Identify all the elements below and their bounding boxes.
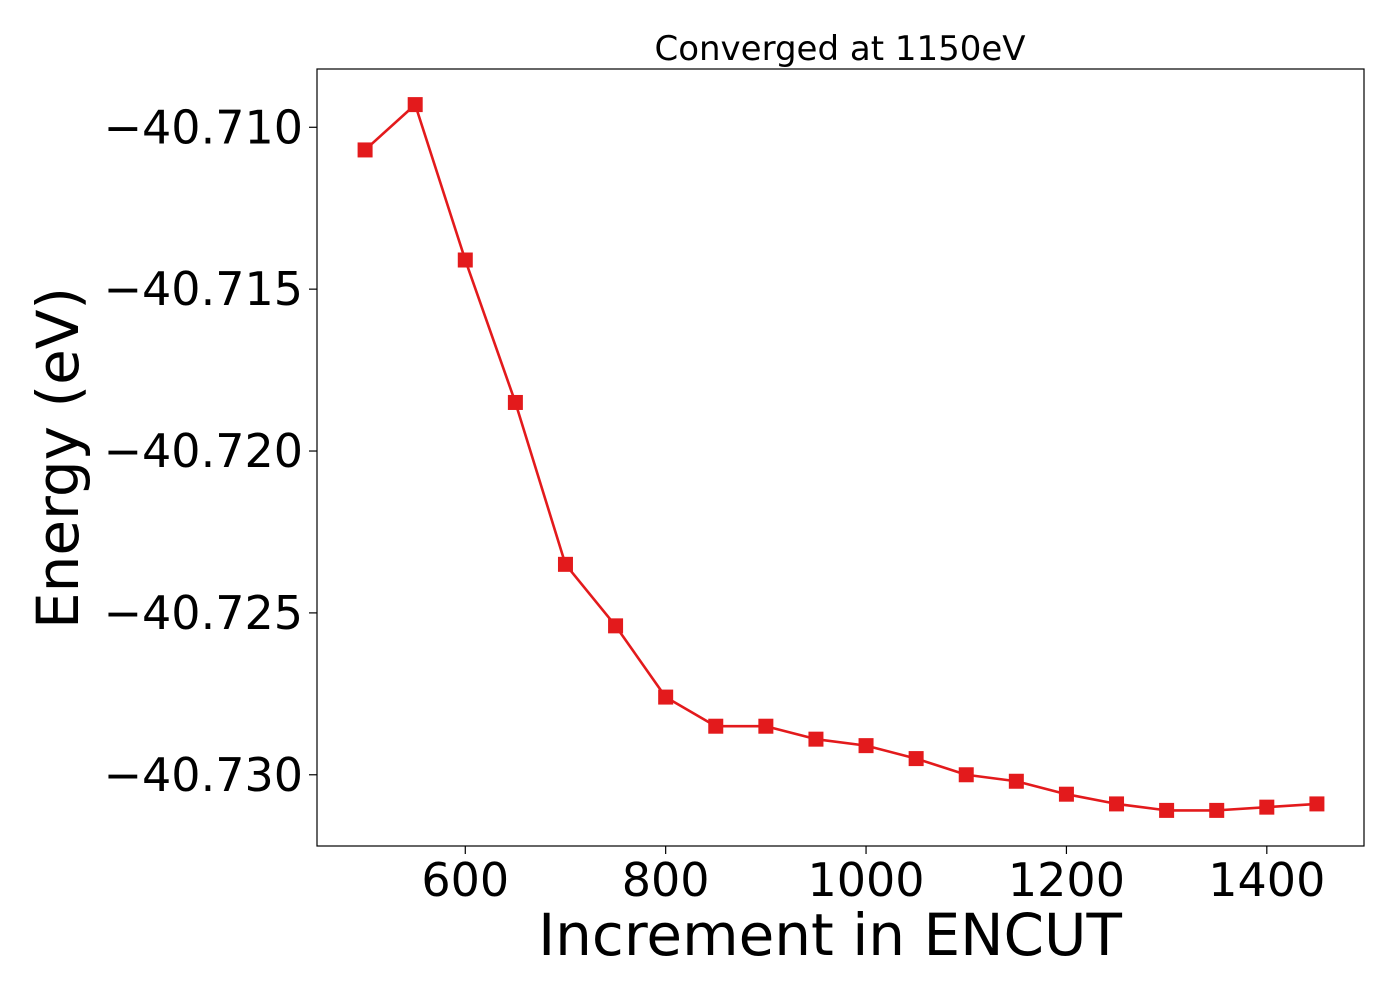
data-point-marker (858, 738, 874, 754)
data-point-marker (608, 618, 624, 634)
data-point-marker (1109, 796, 1125, 812)
x-tick-label: 1200 (1008, 853, 1125, 907)
data-point-marker (1259, 799, 1275, 815)
data-point-marker (357, 142, 373, 158)
data-point-marker (557, 556, 573, 572)
series-layer (357, 97, 1325, 818)
x-axis-ticks: 600 800 1000 1200 1400 (421, 846, 1325, 907)
chart-title: Converged at 1150eV (654, 29, 1025, 69)
plot-area-frame (316, 68, 1365, 847)
x-axis-label: Increment in ENCUT (538, 901, 1122, 969)
series-line (364, 103, 1317, 812)
x-tick-label: 1400 (1208, 853, 1325, 907)
y-tick-label: −40.710 (104, 100, 304, 154)
y-tick-label: −40.730 (104, 748, 304, 802)
data-point-marker (507, 394, 523, 410)
data-point-marker (758, 718, 774, 734)
x-tick-label: 1000 (808, 853, 925, 907)
data-point-marker (1209, 802, 1225, 818)
y-axis-ticks: −40.710 −40.715 −40.720 −40.725 −40.730 (104, 100, 317, 802)
y-tick-label: −40.720 (104, 424, 304, 478)
data-point-marker (1058, 786, 1074, 802)
y-axis-label: Energy (eV) (24, 287, 92, 629)
data-point-marker (708, 718, 724, 734)
data-point-marker (958, 767, 974, 783)
data-point-marker (658, 689, 674, 705)
y-tick-label: −40.725 (104, 586, 304, 640)
data-point-marker (1309, 796, 1325, 812)
data-point-marker (808, 731, 824, 747)
data-point-marker (908, 751, 924, 767)
data-point-marker (1159, 802, 1175, 818)
x-tick-label: 600 (421, 853, 509, 907)
x-tick-label: 800 (622, 853, 710, 907)
data-point-marker (407, 97, 423, 113)
data-point-marker (1008, 773, 1024, 789)
data-point-marker (457, 252, 473, 268)
y-tick-label: −40.715 (104, 262, 304, 316)
